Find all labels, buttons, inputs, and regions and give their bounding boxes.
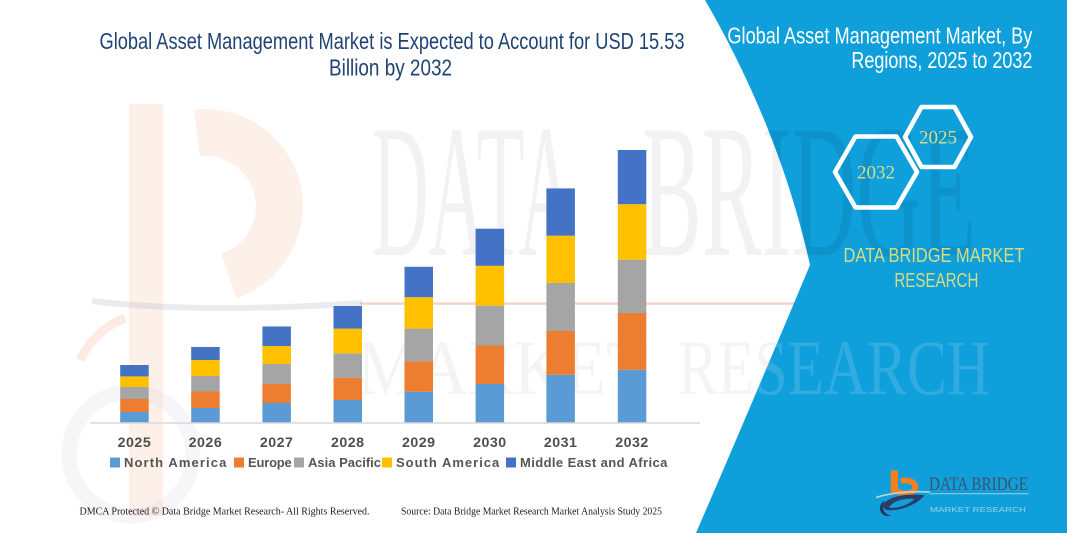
svg-text:2025: 2025 — [118, 435, 152, 451]
svg-text:2027: 2027 — [260, 435, 294, 451]
svg-text:Europe: Europe — [248, 455, 292, 470]
svg-text:2026: 2026 — [189, 435, 223, 451]
svg-text:2028: 2028 — [331, 435, 365, 451]
svg-text:RESEARCH: RESEARCH — [894, 269, 978, 292]
svg-text:Global Asset Management Market: Global Asset Management Market is Expect… — [100, 28, 685, 54]
svg-text:2029: 2029 — [402, 435, 436, 451]
svg-text:2025: 2025 — [919, 128, 957, 149]
svg-text:2030: 2030 — [473, 435, 507, 451]
svg-text:Source: Data Bridge Market Res: Source: Data Bridge Market Research Mark… — [401, 507, 662, 518]
svg-text:Regions, 2025 to 2032: Regions, 2025 to 2032 — [851, 47, 1032, 73]
svg-text:Global Asset Management Market: Global Asset Management Market, By — [727, 23, 1032, 49]
svg-text:2032: 2032 — [857, 163, 895, 184]
svg-text:DMCA Protected © Data Bridge M: DMCA Protected © Data Bridge Market Rese… — [80, 507, 370, 518]
svg-text:Asia Pacific: Asia Pacific — [308, 455, 381, 470]
svg-text:Middle East and Africa: Middle East and Africa — [520, 455, 668, 470]
svg-text:DATA BRIDGE: DATA BRIDGE — [929, 474, 1028, 495]
svg-text:DATA: DATA — [372, 87, 575, 297]
svg-text:South America: South America — [396, 455, 500, 470]
svg-text:MARKET RESEARCH: MARKET RESEARCH — [930, 505, 1026, 514]
svg-text:2031: 2031 — [544, 435, 578, 451]
svg-text:2032: 2032 — [615, 435, 649, 451]
svg-text:North America: North America — [124, 455, 227, 470]
svg-text:DATA BRIDGE MARKET: DATA BRIDGE MARKET — [844, 244, 1025, 267]
svg-text:Billion by 2032: Billion by 2032 — [329, 54, 452, 80]
